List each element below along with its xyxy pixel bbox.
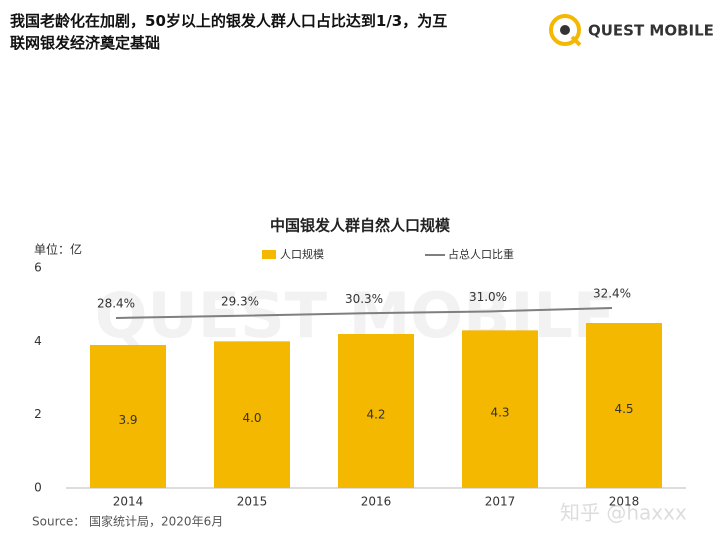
x-tick-label: 2014 — [113, 495, 144, 509]
line-value-label: 32.4% — [593, 287, 631, 301]
bar-value-label: 4.2 — [366, 408, 385, 422]
bar-value-label: 4.5 — [614, 402, 633, 416]
bar — [90, 345, 166, 488]
page-title: 联网银发经济奠定基础 — [10, 34, 160, 52]
bar-value-label: 4.0 — [242, 411, 261, 425]
logo-text: QUEST MOBILE — [588, 22, 714, 40]
y-tick-label: 2 — [34, 407, 42, 421]
line-value-label: 28.4% — [97, 297, 135, 311]
bar — [586, 323, 662, 488]
x-tick-label: 2018 — [609, 495, 640, 509]
unit-label: 单位：亿 — [34, 242, 82, 257]
x-tick-label: 2016 — [361, 495, 392, 509]
bar-value-label: 3.9 — [118, 413, 137, 427]
line-value-label: 29.3% — [221, 294, 259, 308]
logo-icon — [549, 14, 582, 47]
bar — [214, 341, 290, 488]
line — [115, 307, 613, 319]
x-tick-label: 2017 — [485, 495, 516, 509]
line-value-label: 30.3% — [345, 292, 383, 306]
watermark: 知乎 @haxxx — [560, 501, 687, 525]
legend-label: 占总人口比重 — [448, 247, 514, 261]
line-value-label: 31.0% — [469, 290, 507, 304]
bar — [338, 334, 414, 488]
legend-swatch — [262, 250, 276, 259]
source: Source： 国家统计局，2020年6月 — [32, 514, 223, 529]
legend-label: 人口规模 — [280, 247, 324, 261]
page-title: 我国老龄化在加剧，50岁以上的银发人群人口占比达到1/3，为互 — [10, 12, 447, 30]
x-tick-label: 2015 — [237, 495, 268, 509]
y-tick-label: 6 — [34, 261, 42, 275]
y-tick-label: 4 — [34, 334, 42, 348]
y-tick-label: 0 — [34, 481, 42, 495]
bar — [462, 330, 538, 488]
bar-value-label: 4.3 — [490, 406, 509, 420]
chart-title: 中国银发人群自然人口规模 — [270, 217, 451, 235]
